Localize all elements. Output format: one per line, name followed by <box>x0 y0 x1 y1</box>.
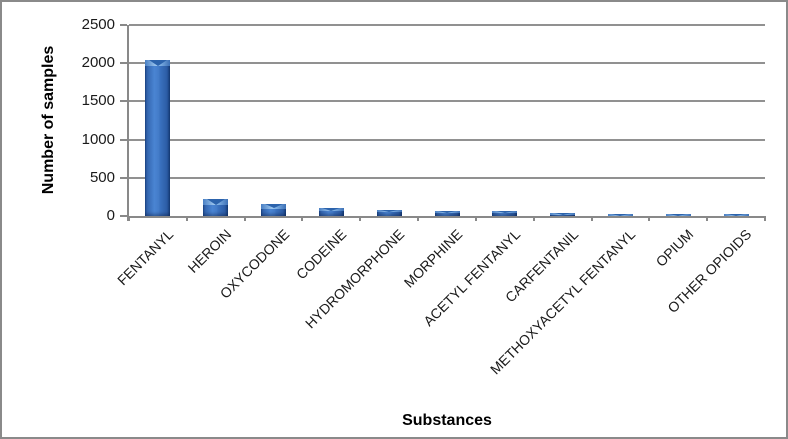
x-tick-label: OPIUM <box>652 226 697 270</box>
x-tick-mark <box>764 216 766 221</box>
bar-top-chevron <box>727 214 746 216</box>
bar-top-chevron <box>206 199 225 206</box>
bar <box>492 211 518 216</box>
x-tick-mark <box>301 216 304 221</box>
bar-top-chevron <box>669 214 688 216</box>
gridline <box>129 176 765 179</box>
x-tick-mark <box>417 216 420 221</box>
y-tick-mark <box>120 215 127 217</box>
bar-top-chevron <box>611 214 630 216</box>
bar <box>261 203 287 216</box>
y-tick-label: 500 <box>89 168 115 186</box>
bar <box>376 209 402 216</box>
bar <box>665 214 691 216</box>
bar-top-chevron <box>553 212 572 215</box>
gridline <box>129 138 765 141</box>
x-tick-label: CODEINE <box>293 226 350 283</box>
bar-top-chevron <box>495 211 514 214</box>
bar-top-chevron <box>438 210 456 213</box>
bar-top-chevron <box>380 209 399 212</box>
x-tick-mark <box>590 216 593 221</box>
x-tick-mark <box>185 216 188 221</box>
x-tick-mark <box>128 216 130 221</box>
y-tick-label: 1000 <box>81 130 115 148</box>
x-tick-label: HYDROMORPHONE <box>302 226 408 332</box>
y-tick-label: 0 <box>106 207 115 224</box>
y-tick-label: 2500 <box>81 16 115 33</box>
bar-top-chevron <box>264 203 283 208</box>
y-tick-mark <box>120 100 127 103</box>
bar <box>607 214 633 216</box>
gridline <box>129 24 765 26</box>
y-tick-label: 2000 <box>81 54 115 72</box>
bar-top-chevron <box>148 60 167 67</box>
x-tick-mark <box>359 216 362 221</box>
x-axis-line <box>129 216 765 218</box>
bar-top-chevron <box>322 207 341 211</box>
y-tick-mark <box>120 62 127 65</box>
bar <box>434 210 460 216</box>
plot-area: 0 500 1000 1500 2000 2500 FENTANYL HEROIN OXYCOD… <box>82 17 766 377</box>
y-tick-mark <box>120 138 127 141</box>
x-tick-mark <box>474 216 477 221</box>
y-tick-mark <box>120 176 127 179</box>
bar <box>550 212 576 216</box>
y-tick-mark <box>120 24 127 26</box>
gridline <box>129 100 765 103</box>
x-tick-mark <box>648 216 651 221</box>
gridline <box>129 62 765 65</box>
bar <box>145 60 171 216</box>
x-tick-label: FENTANYL <box>113 226 177 289</box>
bar <box>203 199 229 216</box>
x-axis-title: Substances <box>402 412 492 429</box>
y-tick-label: 1500 <box>81 92 115 110</box>
x-tick-label: ACETYL FENTANYL <box>419 226 524 330</box>
x-tick-label: HEROIN <box>184 226 235 276</box>
x-tick-mark <box>706 216 709 221</box>
x-tick-mark <box>243 216 246 221</box>
x-tick-mark <box>532 216 535 221</box>
bar <box>723 214 749 216</box>
bar <box>318 207 344 216</box>
y-axis-line <box>127 25 129 221</box>
